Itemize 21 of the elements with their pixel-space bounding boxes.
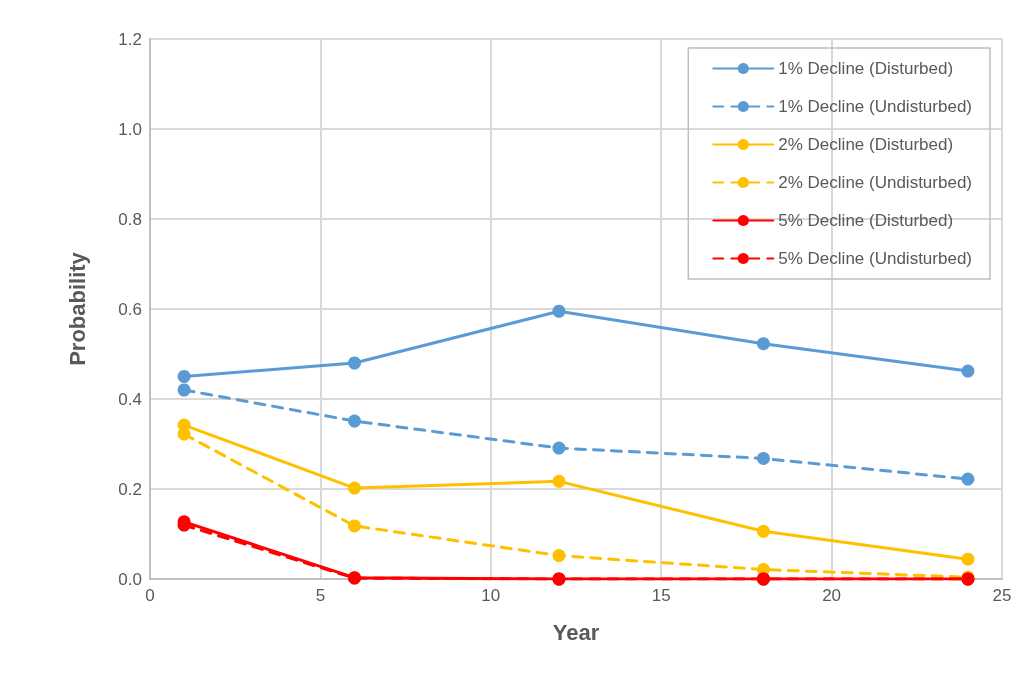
- legend-label: 2% Decline (Undisturbed): [778, 173, 972, 192]
- x-tick-label: 20: [822, 586, 842, 605]
- x-tick-label: 15: [651, 586, 671, 605]
- x-tick-label: 10: [481, 586, 501, 605]
- legend-label: 1% Decline (Disturbed): [778, 59, 954, 78]
- y-tick-label: 0.4: [118, 389, 142, 409]
- legend-label: 1% Decline (Undisturbed): [778, 97, 972, 116]
- y-tick-label: 0.2: [118, 479, 142, 499]
- y-axis-title: Probability: [64, 251, 90, 366]
- y-tick-label: 1.0: [118, 119, 142, 139]
- y-tick-label: 0.6: [118, 299, 142, 319]
- x-tick-label: 0: [145, 586, 155, 605]
- y-tick-label: 0.0: [118, 569, 142, 589]
- legend-label: 5% Decline (Undisturbed): [778, 249, 972, 268]
- legend-label: 2% Decline (Disturbed): [778, 135, 954, 154]
- legend-label: 5% Decline (Disturbed): [778, 211, 954, 230]
- x-axis-title: Year: [552, 619, 600, 645]
- y-tick-label: 1.2: [118, 29, 142, 49]
- x-tick-label: 5: [315, 586, 326, 605]
- x-tick-label: 25: [992, 586, 1012, 605]
- y-tick-label: 0.8: [118, 209, 142, 229]
